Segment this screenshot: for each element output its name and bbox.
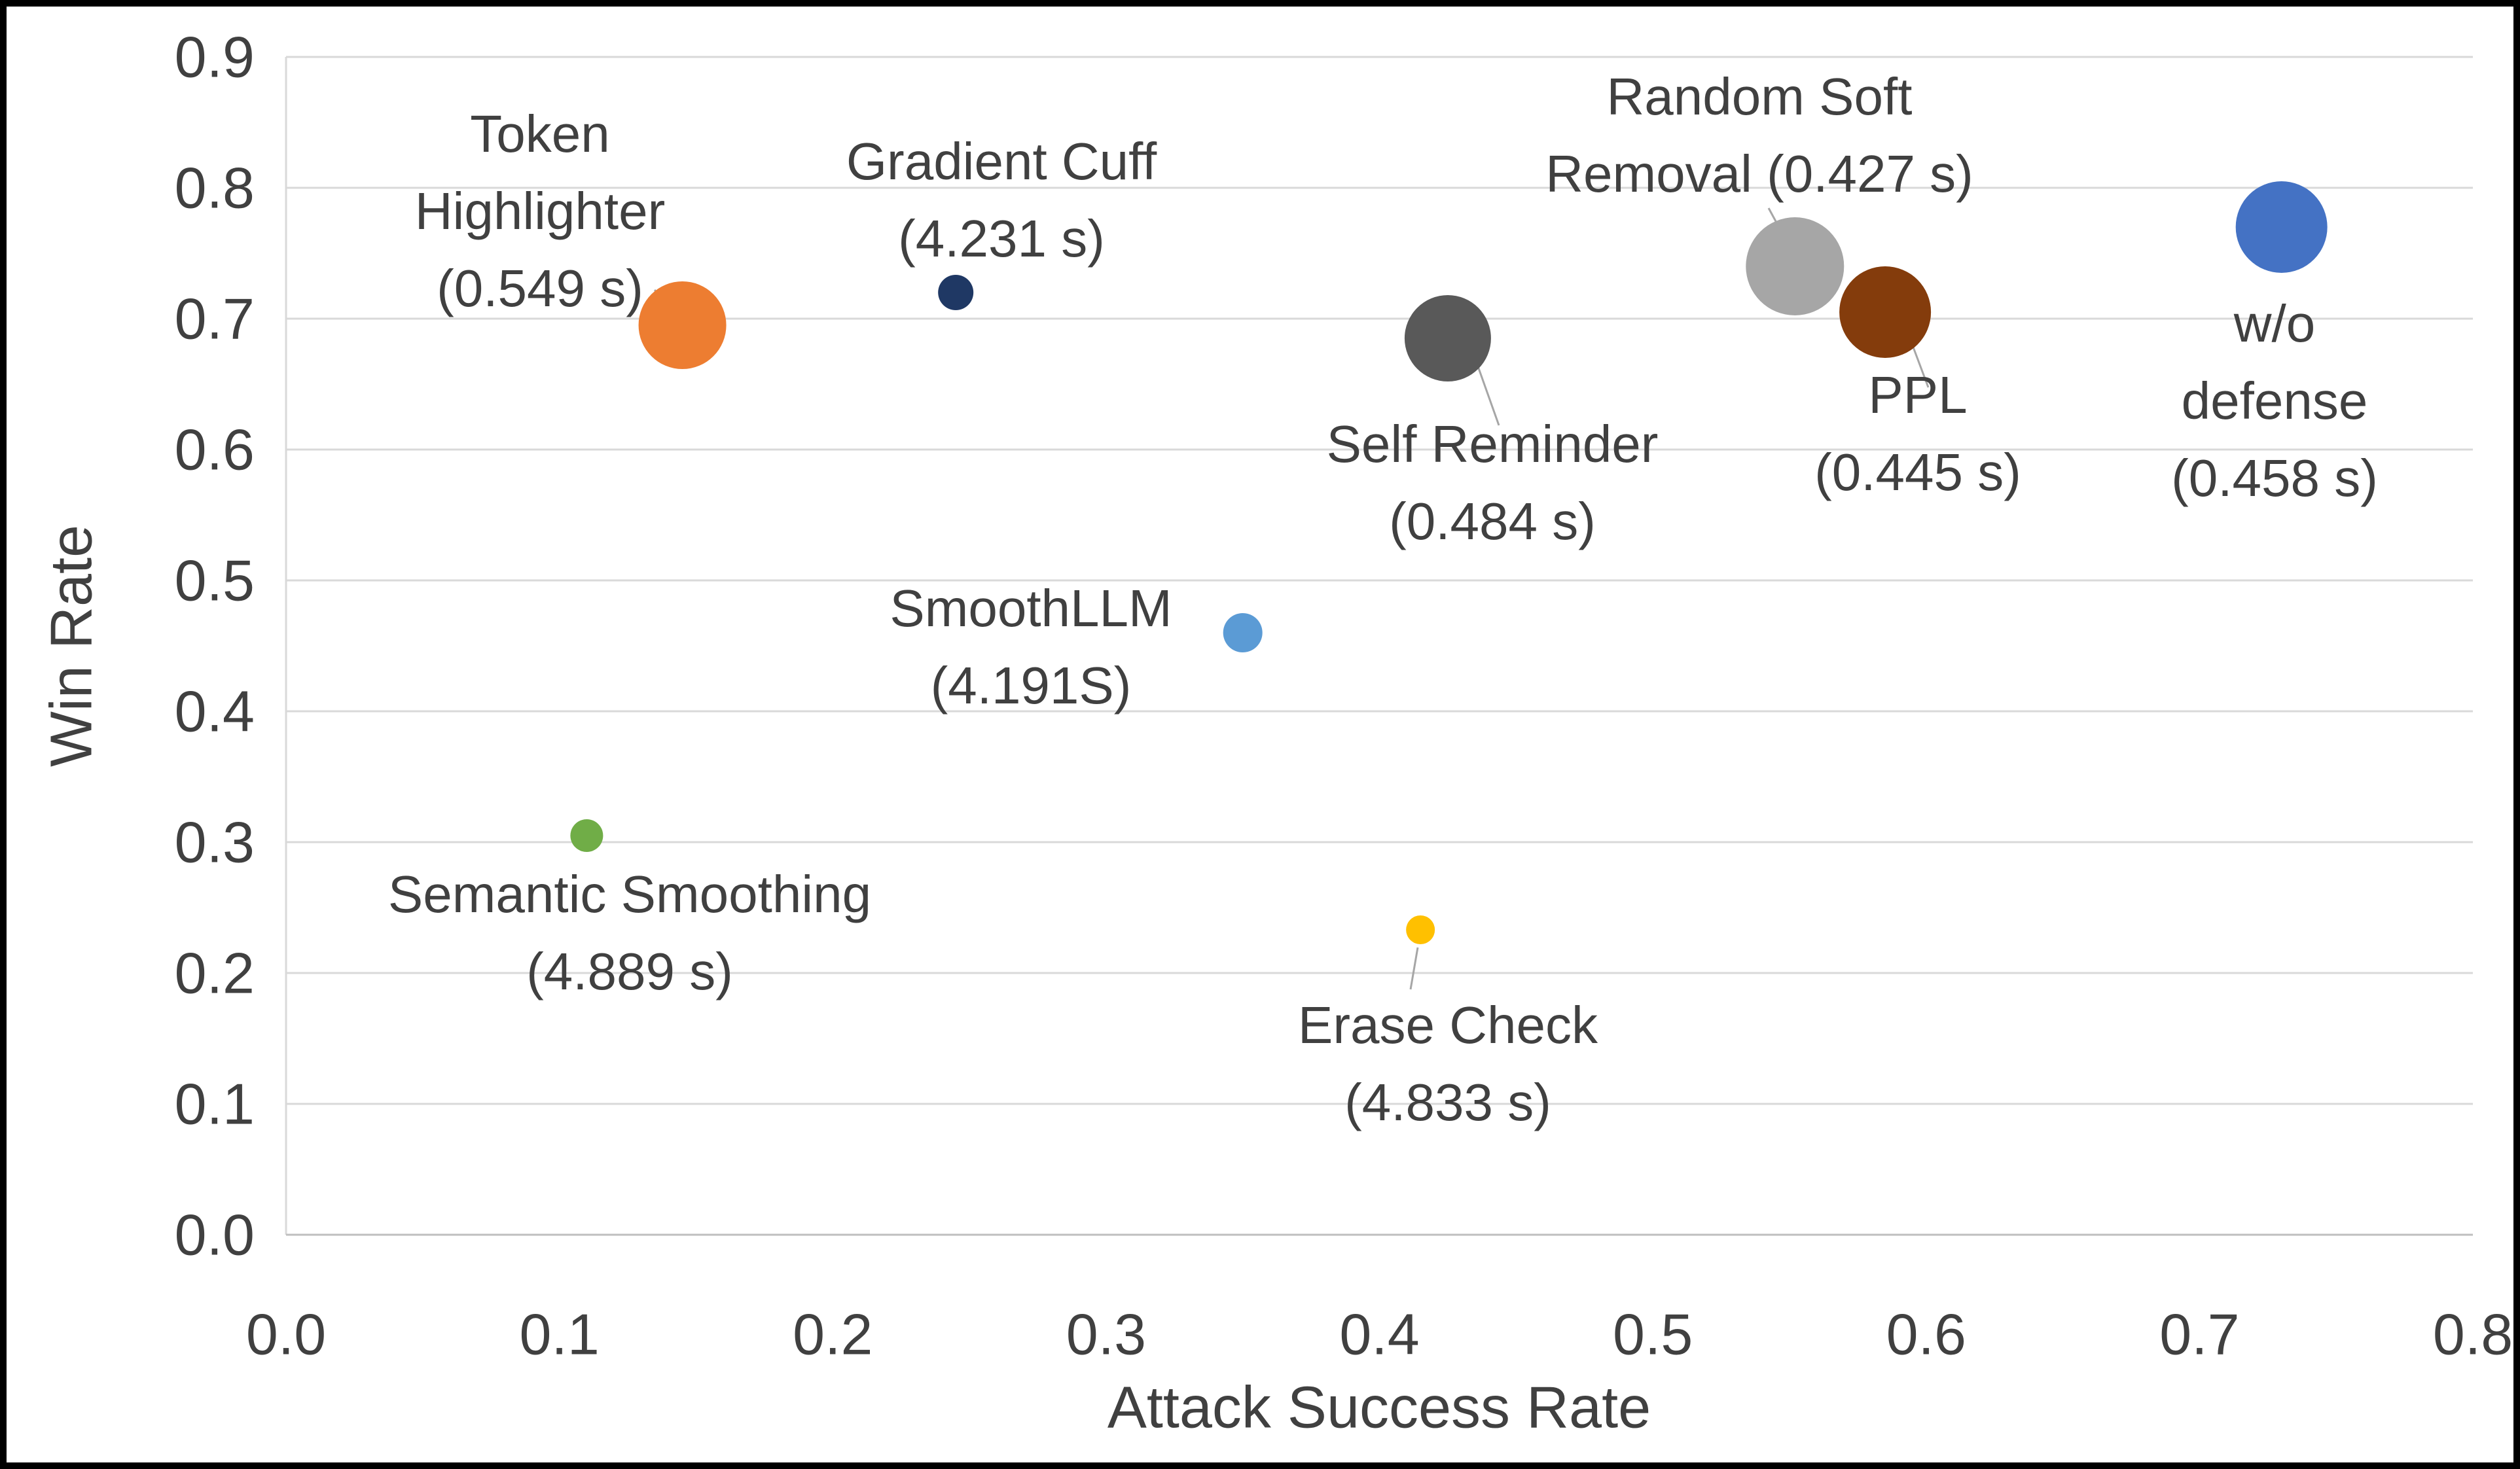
x-tick-label: 0.0 — [246, 1302, 326, 1367]
bubble-erase-check — [1406, 915, 1435, 944]
leader-line-erase-check — [1409, 947, 1419, 990]
label-erase-check: Erase Check (4.833 s) — [1298, 996, 1598, 1131]
x-tick-label: 0.3 — [1066, 1302, 1146, 1367]
label-self-reminder: Self Reminder (0.484 s) — [1327, 415, 1659, 550]
x-tick-label: 0.7 — [2159, 1302, 2239, 1367]
bubble-semantic-smoothing — [570, 819, 603, 852]
y-tick-label: 0.5 — [175, 548, 255, 613]
label-wo-defense: w/o defense (0.458 s) — [2171, 294, 2378, 507]
y-tick-label: 0.3 — [175, 810, 255, 875]
y-tick-label: 0.8 — [175, 156, 255, 221]
label-semantic-smoothing: Semantic Smoothing (4.889 s) — [388, 865, 871, 1000]
x-tick-label: 0.6 — [1886, 1302, 1966, 1367]
y-tick-label: 0.2 — [175, 941, 255, 1006]
bubble-wo-defense — [2235, 181, 2328, 273]
bubble-self-reminder — [1404, 295, 1491, 381]
x-tick-label: 0.4 — [1339, 1302, 1419, 1367]
label-gradient-cuff: Gradient Cuff (4.231 s) — [846, 132, 1157, 268]
bubble-ppl — [1839, 266, 1932, 358]
y-tick-label: 0.4 — [175, 679, 255, 744]
y-tick-label: 0.1 — [175, 1072, 255, 1137]
x-tick-label: 0.1 — [519, 1302, 599, 1367]
bubble-random-soft-removal — [1746, 217, 1845, 315]
label-ppl: PPL (0.445 s) — [1814, 366, 2021, 501]
x-tick-label: 0.2 — [793, 1302, 873, 1367]
y-axis-title: Win Rate — [39, 524, 105, 768]
bubble-token-highlighter — [638, 281, 727, 369]
y-tick-label: 0.7 — [175, 287, 255, 351]
x-tick-label: 0.5 — [1613, 1302, 1693, 1367]
y-tick-label: 0.0 — [175, 1203, 255, 1267]
label-smoothllm: SmoothLLM (4.191S) — [890, 579, 1172, 715]
bubble-gradient-cuff — [938, 275, 974, 310]
label-random-soft-removal: Random Soft Removal (0.427 s) — [1545, 67, 1973, 203]
x-axis-title: Attack Success Rate — [1107, 1375, 1651, 1441]
leader-line-self-reminder — [1477, 366, 1500, 426]
x-tick-label: 0.8 — [2433, 1302, 2513, 1367]
bubble-smoothllm — [1223, 613, 1263, 652]
leader-line-ppl — [1911, 345, 1930, 388]
y-tick-label: 0.6 — [175, 417, 255, 482]
label-token-highlighter: Token Highlighter (0.549 s) — [415, 105, 665, 317]
y-tick-label: 0.9 — [175, 25, 255, 90]
